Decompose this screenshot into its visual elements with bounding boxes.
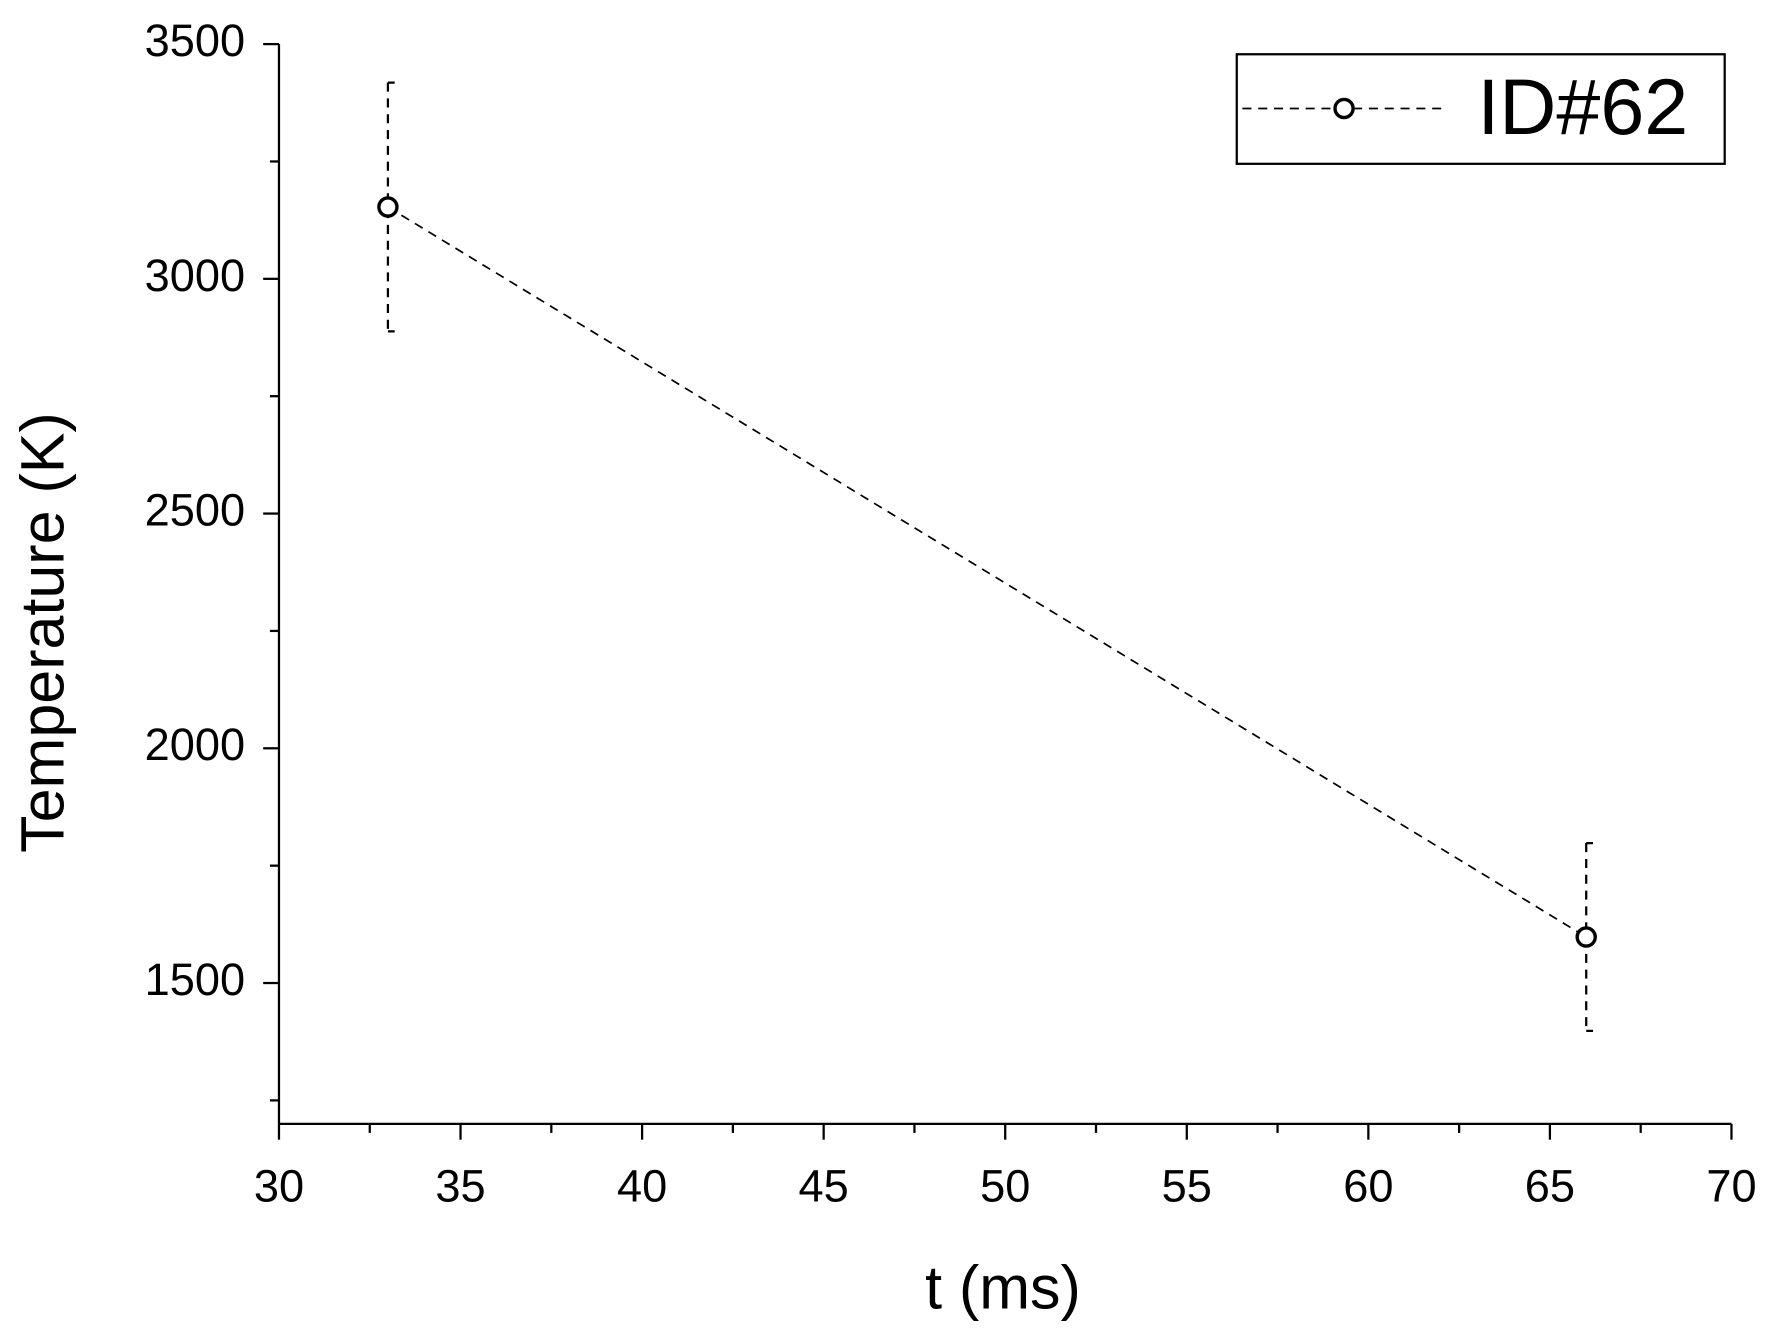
marker [1575, 926, 1597, 948]
error-bar [1585, 841, 1593, 1033]
y-tick-label: 1500 [145, 954, 245, 1005]
y-tick-label: 2000 [145, 719, 245, 770]
legend-box [1235, 53, 1726, 165]
x-tick-label: 45 [799, 1160, 849, 1211]
x-tick-label: 65 [1525, 1160, 1575, 1211]
x-axis-label: t (ms) [925, 1253, 1081, 1321]
x-tick-label: 70 [1706, 1160, 1756, 1211]
x-tick-label: 40 [617, 1160, 667, 1211]
series-line [387, 206, 1587, 938]
x-tick-label: 35 [435, 1160, 485, 1211]
y-tick-label: 3000 [145, 250, 245, 301]
x-tick-label: 60 [1343, 1160, 1393, 1211]
marker [377, 196, 399, 218]
y-tick-label: 3500 [145, 15, 245, 66]
x-tick-label: 30 [254, 1160, 304, 1211]
x-tick-label: 55 [1162, 1160, 1212, 1211]
legend-label: ID#62 [1477, 62, 1688, 151]
x-tick-label: 50 [980, 1160, 1030, 1211]
legend-marker [1333, 97, 1355, 120]
error-bar [386, 81, 395, 333]
y-axis-label: Temperature (K) [9, 412, 77, 853]
y-tick-label: 2500 [145, 485, 245, 536]
